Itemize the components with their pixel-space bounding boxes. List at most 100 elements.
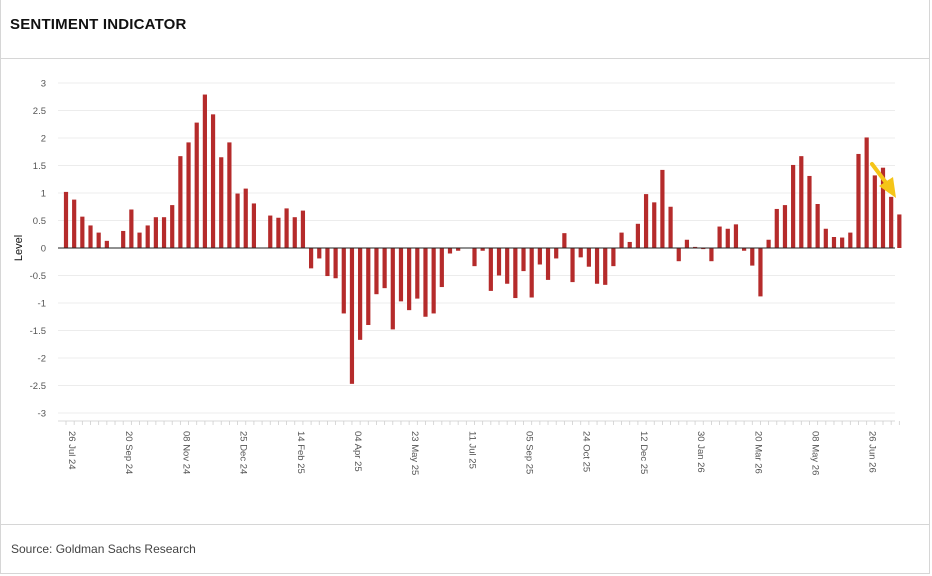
y-tick-label: 0.5 — [33, 216, 46, 227]
bar — [415, 248, 420, 299]
x-tick-label: 12 Dec 25 — [638, 431, 649, 474]
bar — [358, 248, 363, 340]
bar — [815, 204, 820, 248]
bar — [578, 248, 583, 258]
y-tick-label: 3 — [41, 79, 46, 90]
bar — [407, 248, 412, 311]
bar — [96, 232, 101, 248]
bar — [692, 246, 698, 248]
bar — [627, 241, 632, 248]
bar — [603, 248, 608, 285]
bar — [374, 248, 379, 295]
bar — [586, 248, 591, 267]
arrow-head — [879, 177, 896, 198]
bar — [72, 199, 77, 248]
bar — [570, 248, 575, 283]
bar — [635, 223, 640, 248]
y-tick-label: -1.5 — [30, 326, 46, 337]
bar — [227, 142, 232, 248]
bar — [423, 248, 428, 317]
x-tick-label: 14 Feb 25 — [295, 431, 306, 474]
bar — [447, 248, 453, 254]
bar — [439, 248, 444, 288]
bar — [145, 225, 150, 248]
bar — [153, 217, 158, 248]
bar — [897, 214, 902, 248]
bar — [505, 248, 510, 284]
x-tick-label: 08 Nov 24 — [180, 431, 191, 474]
bar — [619, 232, 624, 248]
bar — [856, 153, 861, 248]
y-tick-label: -2.5 — [30, 381, 46, 392]
bar — [701, 248, 706, 250]
bar — [709, 248, 714, 262]
x-axis-ticks: 26 Jul 24 20 Sep 24 08 Nov 24 25 Dec 24 14 F… — [58, 420, 900, 475]
bar — [341, 248, 346, 314]
bar — [594, 248, 600, 284]
bar — [104, 240, 109, 248]
bar — [480, 248, 485, 251]
bar — [611, 248, 616, 267]
bar — [513, 248, 518, 299]
bar — [774, 208, 779, 248]
bar — [317, 248, 322, 259]
bar — [554, 248, 559, 259]
bar — [529, 248, 534, 298]
bars — [63, 94, 902, 384]
bar — [390, 248, 395, 330]
x-tick-label: 11 Jul 25 — [466, 431, 477, 469]
y-tick-label: 1 — [41, 189, 46, 200]
bar — [219, 157, 224, 248]
y-tick-label: 2 — [41, 134, 46, 145]
bar — [333, 248, 338, 279]
bar — [823, 228, 828, 248]
bar — [129, 209, 134, 248]
divider-top — [0, 58, 930, 59]
bar — [840, 237, 845, 248]
arrow-down-right-icon — [870, 162, 896, 198]
bar — [243, 188, 248, 248]
x-tick-label: 25 Dec 24 — [238, 431, 249, 474]
bar — [889, 196, 894, 248]
bar — [660, 169, 665, 248]
bar — [766, 239, 771, 248]
bar — [194, 122, 199, 248]
x-tick-label: 08 May 26 — [809, 431, 820, 475]
bar — [545, 248, 551, 280]
bar — [210, 114, 216, 248]
bar — [807, 175, 812, 248]
bar — [137, 232, 142, 248]
bar — [202, 94, 207, 248]
bar — [872, 175, 877, 248]
bar — [398, 248, 404, 302]
bar — [652, 202, 657, 248]
y-tick-label: 2.5 — [33, 106, 46, 117]
y-tick-label: -0.5 — [30, 271, 46, 282]
y-tick-label: -3 — [38, 409, 46, 420]
bar — [382, 248, 387, 289]
bar — [848, 232, 853, 248]
bar — [758, 248, 763, 297]
bar — [742, 248, 747, 251]
bar — [325, 248, 330, 277]
bar — [537, 248, 542, 265]
bar — [366, 248, 371, 325]
bar — [284, 208, 289, 248]
bar — [472, 248, 477, 267]
y-tick-label: 0 — [41, 244, 46, 255]
x-tick-label: 05 Sep 25 — [524, 431, 535, 474]
sentiment-bar-chart: 3 2.5 2 1.5 1 0.5 0 -0.5 -1 -1.5 -2 -2.5 -3 26 Jul 2… — [13, 79, 902, 475]
bar — [488, 248, 493, 291]
bar — [643, 194, 649, 248]
x-tick-label: 20 Mar 26 — [752, 431, 763, 474]
x-tick-label: 20 Sep 24 — [123, 431, 134, 474]
bar — [831, 237, 837, 248]
bar — [880, 167, 886, 248]
bar — [562, 233, 567, 248]
bar — [276, 217, 281, 248]
bar — [349, 248, 355, 384]
bar — [456, 248, 461, 251]
bar — [235, 193, 240, 248]
bar — [521, 248, 526, 272]
